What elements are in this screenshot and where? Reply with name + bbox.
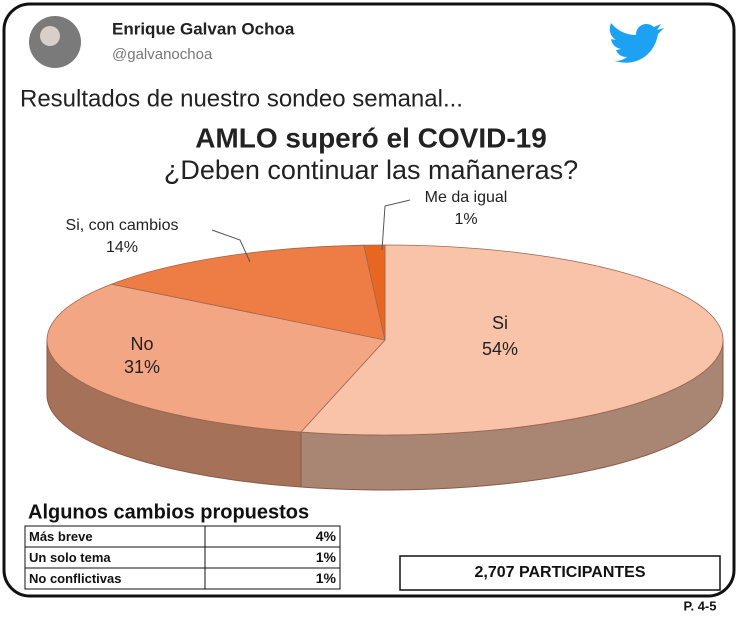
table-cell: Más breve [29, 529, 93, 544]
table-title: Algunos cambios propuestos [28, 501, 309, 523]
slice-label: No [130, 334, 153, 354]
participants: 2,707 PARTICIPANTES [474, 564, 645, 581]
table-cell: 1% [316, 570, 337, 586]
changes-table: Más breve 4% Un solo tema 1% No conflictivas… [24, 525, 341, 590]
chart-title: AMLO superó el COVID-19 [195, 122, 547, 153]
table-cell: 1% [316, 549, 337, 565]
table-cell: Un solo tema [29, 550, 111, 565]
twitter-logo [609, 23, 664, 63]
avatar-face [40, 26, 60, 46]
slice-value: 54% [482, 339, 518, 359]
slice-label: Me da igual [425, 189, 508, 206]
author-name[interactable]: Enrique Galvan Ochoa [112, 19, 295, 38]
slice-value: 1% [454, 211, 477, 228]
table-cell: 4% [316, 528, 337, 544]
slice [110, 244, 386, 341]
leader-line [211, 229, 251, 263]
slice-value: 31% [124, 357, 160, 377]
participants-box [399, 555, 721, 591]
slice [46, 283, 386, 433]
pie-chart: Si 54% No 31% Si, con cambios 14% Me da igual 1… [46, 189, 724, 491]
slice-label: Si, con cambios [66, 217, 179, 234]
page-ref: P. 4-5 [683, 598, 716, 613]
tweet-text: Resultados de nuestro sondeo semanal... [20, 85, 463, 112]
author-handle[interactable]: @galvanochoa [112, 46, 213, 63]
leader-line [381, 199, 411, 251]
chart-subtitle: ¿Deben continuar las mañaneras? [164, 155, 578, 185]
slice-label: Si [492, 313, 508, 333]
slice [363, 244, 386, 341]
slice-value: 14% [106, 239, 138, 256]
table-cell: No conflictivas [29, 571, 121, 586]
slice [300, 244, 724, 436]
table-row [24, 567, 341, 590]
